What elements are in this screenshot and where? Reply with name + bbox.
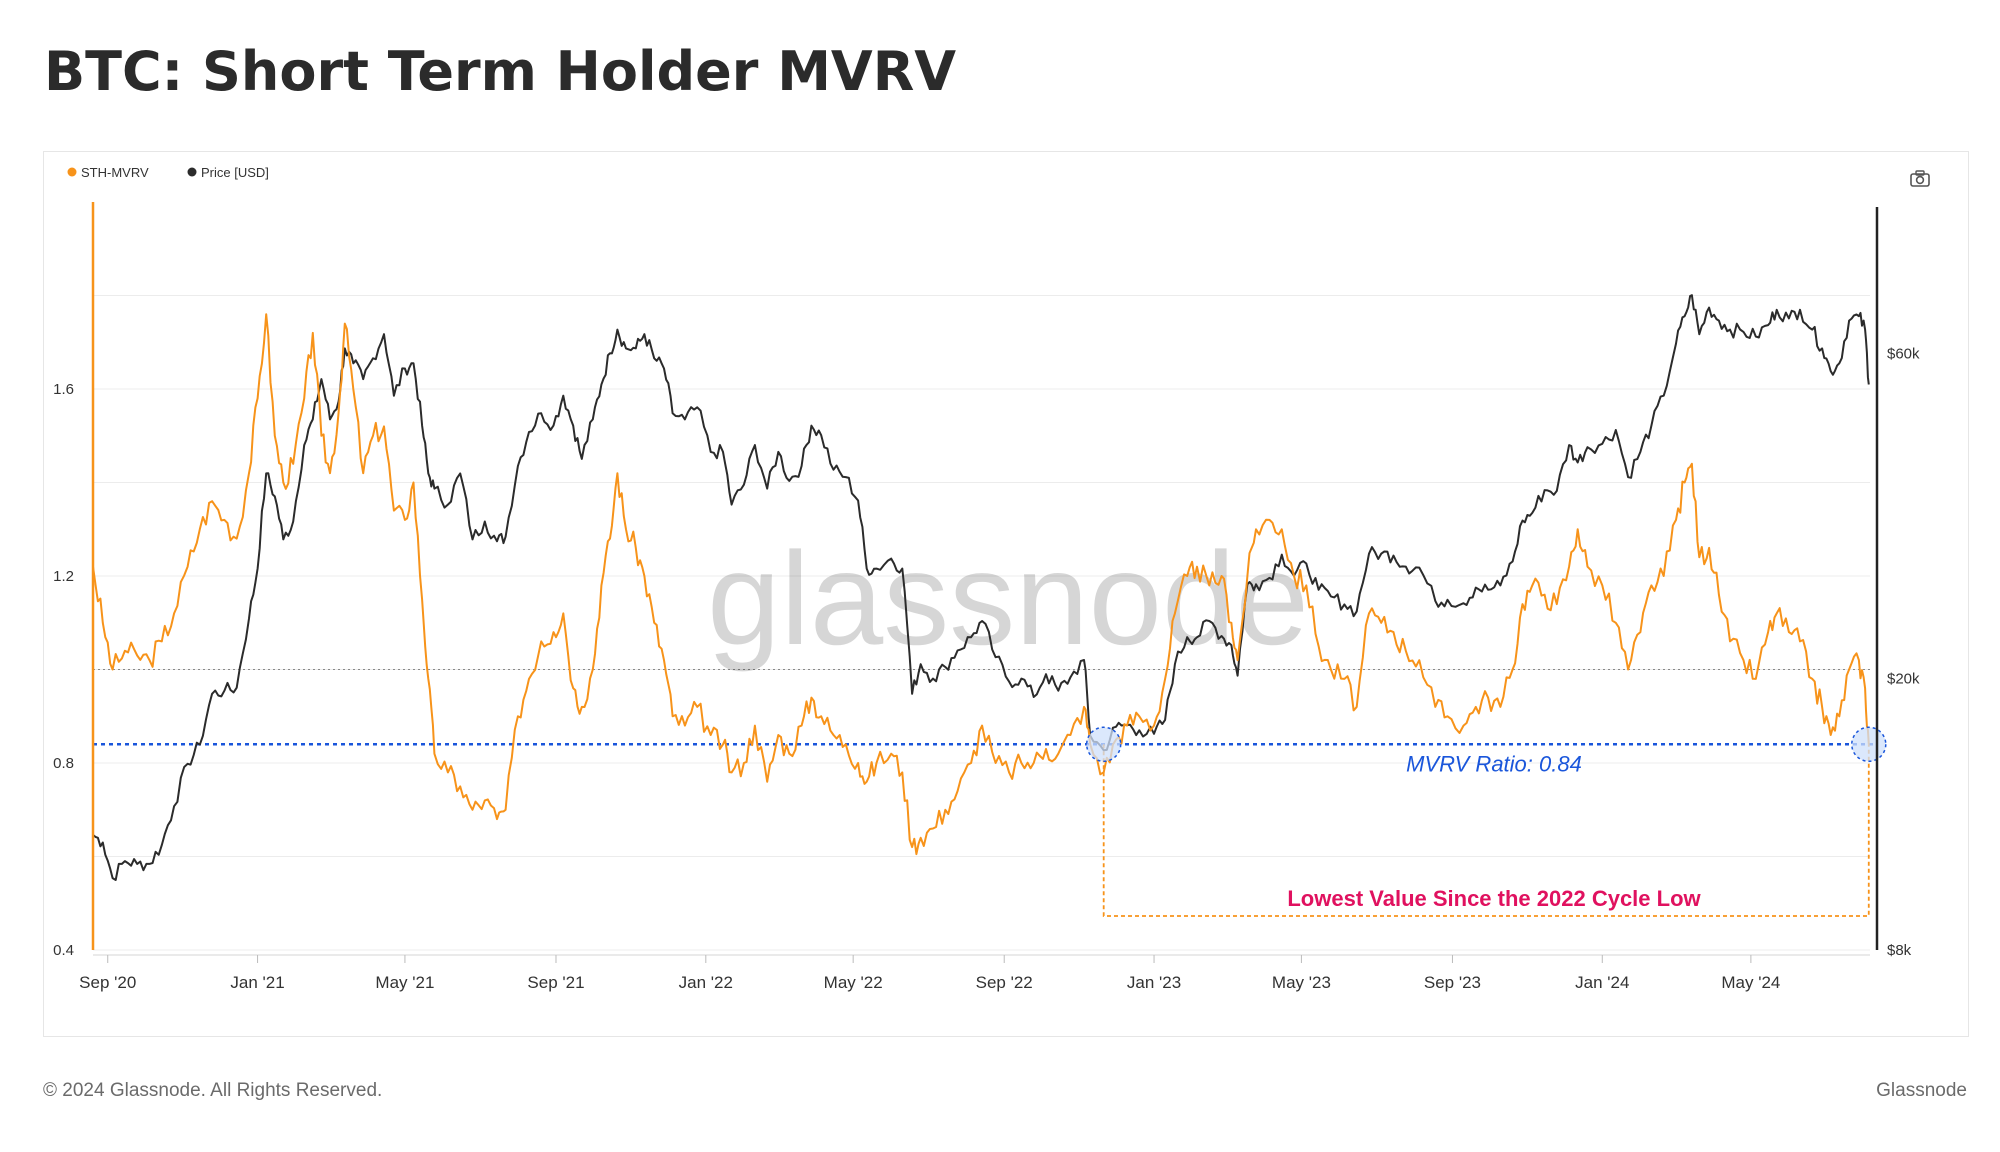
latest-value-marker (1851, 726, 1887, 763)
footer-brand[interactable]: Glassnode (1876, 1080, 1967, 1101)
price-series-line (92, 294, 1870, 881)
camera-icon[interactable] (1910, 170, 1930, 187)
x-tick-label: May '24 (1721, 973, 1780, 992)
chart-axes: 0.4 0.8 1.2 1.6 $8k $20k $60k Sep '20 Jan '21 May… (53, 202, 1920, 992)
x-tick-label: Sep '23 (1424, 973, 1481, 992)
x-tick-label: May '21 (375, 973, 434, 992)
y-left-tick-label: 1.6 (53, 381, 74, 398)
y-left-tick-label: 1.2 (53, 568, 74, 585)
x-tick-label: Sep '22 (976, 973, 1033, 992)
page-title: BTC: Short Term Holder MVRV (44, 40, 957, 103)
x-tick-label: May '22 (824, 973, 883, 992)
x-tick-label: Jan '21 (230, 973, 284, 992)
footer-copyright: © 2024 Glassnode. All Rights Reserved. (43, 1080, 383, 1101)
watermark: glassnode (707, 525, 1309, 672)
series-layer (92, 294, 1870, 881)
x-tick-label: May '23 (1272, 973, 1331, 992)
x-tick-label: Jan '23 (1127, 973, 1181, 992)
annotation-lines (93, 743, 1874, 917)
legend-swatch (187, 167, 197, 177)
x-tick-label: Jan '24 (1575, 973, 1629, 992)
x-tick-label: Jan '22 (679, 973, 733, 992)
mvrv-ratio-label: MVRV Ratio: 0.84 (1406, 751, 1582, 776)
y-right-tick-label: $8k (1887, 942, 1912, 959)
legend-swatch (67, 167, 77, 177)
legend-label[interactable]: Price [USD] (201, 165, 269, 180)
cycle-low-label: Lowest Value Since the 2022 Cycle Low (1287, 886, 1701, 911)
sth-mvrv-series-line (92, 313, 1870, 856)
legend-label[interactable]: STH-MVRV (81, 165, 149, 180)
x-tick-label: Sep '20 (79, 973, 136, 992)
y-left-tick-label: 0.4 (53, 942, 74, 959)
y-right-tick-label: $60k (1887, 345, 1920, 362)
chart-svg: glassnode 0.4 0.8 1.2 1.6 $8k $20k $60k Sep '20… (53, 165, 1930, 992)
x-tick-label: Sep '21 (527, 973, 584, 992)
chart-legend: STH-MVRV Price [USD] (67, 165, 269, 180)
chart-frame: glassnode 0.4 0.8 1.2 1.6 $8k $20k $60k Sep '20… (43, 151, 1969, 1037)
y-left-tick-label: 0.8 (53, 755, 74, 772)
cycle-low-marker (1085, 726, 1122, 763)
chart-grid (93, 295, 1870, 951)
y-right-tick-label: $20k (1887, 671, 1920, 688)
cycle-low-bracket (1102, 744, 1870, 917)
